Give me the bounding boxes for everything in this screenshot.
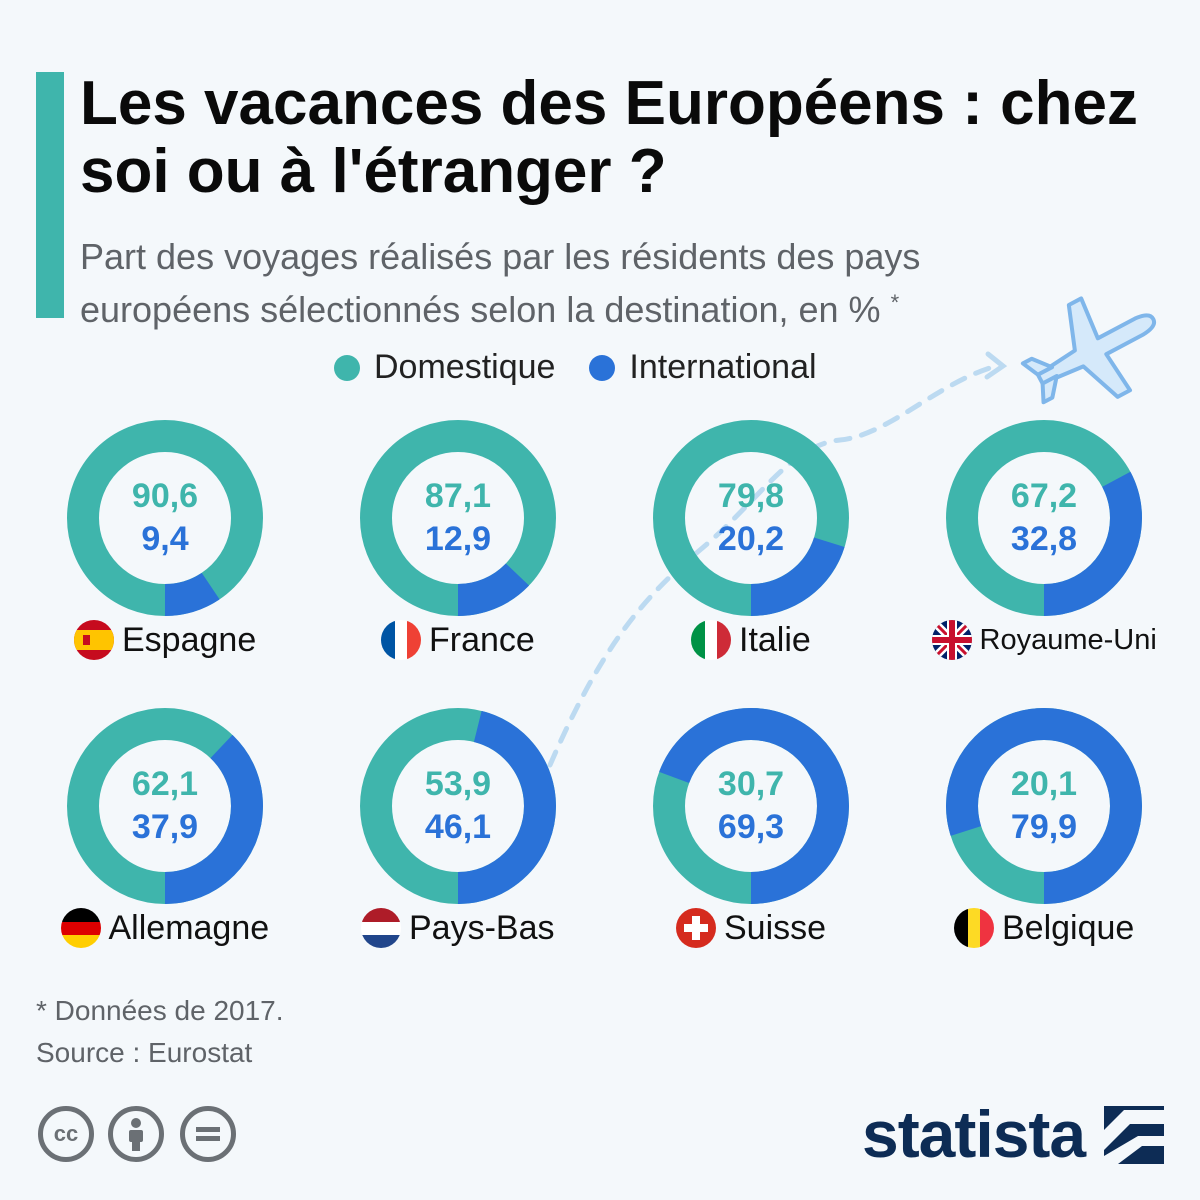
value-domestic: 62,1	[131, 765, 199, 803]
airplane-icon	[1020, 296, 1157, 405]
flight-path-arrowhead	[984, 351, 1008, 380]
donut-segment-international	[67, 708, 263, 904]
country-name: Pays-Bas	[409, 908, 555, 947]
flag-france-icon	[381, 620, 421, 660]
value-international: 12,9	[424, 520, 492, 558]
flag-belgium-icon	[954, 908, 994, 948]
donut-espagne	[67, 420, 263, 616]
value-domestic: 30,7	[717, 765, 785, 803]
person-icon	[129, 1118, 143, 1151]
country-label-allemagne: Allemagne	[60, 908, 270, 948]
legend-label-international: International	[629, 348, 817, 386]
donut-pays-bas	[360, 708, 556, 904]
value-international: 32,8	[1010, 520, 1078, 558]
value-domestic: 53,9	[424, 765, 492, 803]
donut-france	[360, 420, 556, 616]
flag-spain-icon	[74, 620, 114, 660]
value-international: 20,2	[717, 520, 785, 558]
value-domestic: 90,6	[131, 477, 199, 515]
country-name: Espagne	[122, 620, 257, 659]
value-international: 79,9	[1010, 808, 1078, 846]
country-name: France	[429, 620, 535, 659]
country-label-suisse: Suisse	[676, 908, 826, 948]
country-label-italie: Italie	[691, 620, 811, 660]
no-derivatives-icon[interactable]	[180, 1106, 236, 1162]
flag-germany-icon	[60, 908, 101, 948]
country-label-royaume-uni: Royaume-Uni	[931, 620, 1157, 660]
subtitle: Part des voyages réalisés par les réside…	[80, 236, 921, 330]
footnote-source: Source : Eurostat	[36, 1037, 253, 1068]
donut-royaume-uni	[946, 420, 1142, 616]
donut-segment-international	[67, 420, 263, 616]
page-title: Les vacances des Européens : chez soi ou…	[80, 69, 1138, 206]
subtitle-footnote-mark: *	[890, 290, 900, 315]
legend-label-domestic: Domestique	[374, 348, 556, 386]
donut-allemagne	[67, 708, 263, 904]
flag-netherlands-icon	[361, 908, 401, 948]
country-name: Royaume-Uni	[979, 623, 1157, 656]
attribution-icon[interactable]	[108, 1106, 164, 1162]
statista-logo-icon[interactable]	[1104, 1106, 1164, 1164]
value-international: 37,9	[131, 808, 199, 846]
flag-switzerland-icon	[676, 908, 716, 948]
donut-segment-international	[946, 420, 1142, 616]
value-domestic: 79,8	[717, 477, 785, 515]
value-domestic: 20,1	[1010, 765, 1078, 803]
country-name: Italie	[739, 620, 811, 659]
country-name: Suisse	[724, 908, 827, 947]
cc-license-icon[interactable]: cc	[38, 1106, 94, 1162]
value-international: 69,3	[717, 808, 785, 846]
country-label-pays-bas: Pays-Bas	[361, 908, 555, 948]
legend-dot-international	[589, 354, 616, 381]
footnote: * Données de 2017. Source : Eurostat	[36, 990, 284, 1074]
country-label-espagne: Espagne	[74, 620, 256, 660]
donut-segment-international	[946, 708, 1142, 904]
donut-segment-domestic	[67, 420, 263, 616]
donut-italie	[653, 420, 849, 616]
statista-logo-text[interactable]: statista	[862, 1097, 1086, 1171]
value-international: 9,4	[141, 520, 189, 558]
legend-item-domestic: Domestique	[334, 348, 555, 387]
value-international: 46,1	[424, 808, 492, 846]
country-name: Allemagne	[108, 908, 270, 947]
flag-italy-icon	[691, 620, 731, 660]
donut-segment-international	[360, 420, 556, 616]
value-domestic: 67,2	[1010, 477, 1078, 515]
flight-path-line	[547, 362, 1003, 768]
equals-icon	[196, 1127, 220, 1141]
accent-bar	[36, 72, 64, 318]
legend: Domestique International	[334, 348, 817, 387]
donut-segment-international	[653, 420, 849, 616]
flag-uk-icon	[931, 620, 972, 660]
country-name: Belgique	[1002, 908, 1135, 947]
donut-suisse	[653, 708, 849, 904]
country-label-belgique: Belgique	[954, 908, 1134, 948]
legend-item-international: International	[589, 348, 817, 387]
value-domestic: 87,1	[424, 477, 492, 515]
donut-belgique	[946, 708, 1142, 904]
donut-segment-international	[360, 708, 556, 904]
legend-dot-domestic	[334, 354, 360, 381]
footnote-note: * Données de 2017.	[36, 995, 284, 1026]
country-label-france: France	[381, 620, 535, 660]
donut-segment-international	[653, 708, 849, 904]
